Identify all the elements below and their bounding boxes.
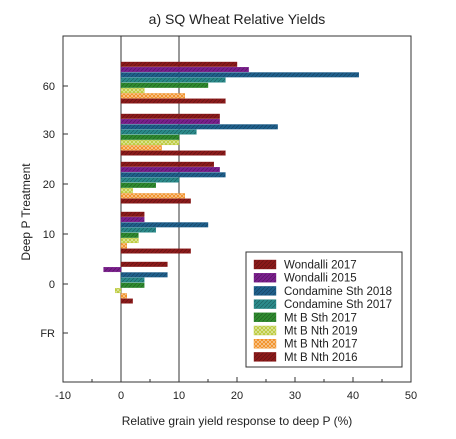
y-tick-label: 20: [43, 179, 55, 191]
bar-10-2: [120, 222, 209, 228]
bar-20-6: [120, 193, 185, 199]
bar-30-5: [120, 140, 180, 146]
bar-10-4: [120, 232, 139, 238]
x-axis-label: Relative grain yield response to deep P …: [122, 414, 353, 428]
bar-0-5: [114, 288, 122, 294]
bar-10-1: [120, 217, 145, 223]
legend-label: Mt B Nth 2017: [284, 339, 358, 351]
x-tick-label: 40: [347, 390, 359, 402]
bar-60-6: [120, 93, 185, 99]
bar-0-6: [120, 293, 127, 299]
legend-swatch: [253, 286, 277, 296]
bar-10-6: [120, 243, 127, 249]
x-tick-label: 10: [173, 390, 185, 402]
x-tick-label: 20: [231, 390, 243, 402]
bar-0-3: [120, 277, 145, 283]
bar-30-6: [120, 145, 162, 151]
legend-swatch: [253, 325, 277, 336]
bar-20-3: [120, 177, 180, 183]
bar-30-3: [120, 129, 197, 135]
x-tick-label: 30: [289, 390, 301, 402]
legend-label: Wondalli 2015: [284, 273, 357, 285]
y-tick-label: 30: [43, 129, 55, 141]
legend-swatch: [253, 339, 277, 349]
bar-20-4: [120, 182, 156, 188]
bar-60-1: [120, 67, 249, 73]
bar-60-2: [120, 72, 360, 78]
y-axis-label: Deep P Treatment: [19, 163, 33, 261]
bar-0-7: [120, 298, 133, 304]
y-tick-label: FR: [40, 328, 55, 340]
legend-swatch: [253, 352, 277, 362]
bar-0-4: [120, 282, 145, 288]
legend-label: Condamine Sth 2018: [284, 286, 392, 298]
legend-label: Condamine Sth 2017: [284, 299, 392, 311]
x-tick-label: 0: [118, 390, 124, 402]
bar-60-5: [120, 88, 145, 94]
legend-label: Mt B Nth 2019: [284, 326, 358, 338]
x-tick-label: 50: [405, 390, 417, 402]
legend-swatch: [253, 299, 277, 309]
bar-0-2: [120, 272, 168, 278]
bar-0-0: [120, 261, 168, 267]
bar-60-3: [120, 77, 226, 83]
y-tick-label: 60: [43, 81, 55, 93]
bar-30-4: [120, 134, 180, 140]
legend-label: Wondalli 2017: [284, 260, 357, 272]
legend-label: Mt B Sth 2017: [284, 312, 357, 324]
legend-swatch: [253, 273, 277, 283]
x-tick-label: -10: [55, 390, 71, 402]
bar-20-1: [120, 167, 220, 173]
plot-area: -10 0 10 20 30 40 50 60 30 20 10 0 FR: [40, 35, 417, 402]
legend-swatch: [253, 312, 277, 322]
bar-10-0: [120, 211, 145, 217]
bar-20-7: [120, 198, 191, 204]
bar-10-5: [120, 238, 139, 244]
bar-10-7: [120, 248, 191, 254]
bar-0-1: [103, 267, 122, 273]
chart-title: a) SQ Wheat Relative Yields: [149, 11, 326, 27]
y-tick-label: 10: [43, 229, 55, 241]
bar-30-2: [120, 124, 278, 130]
legend-swatch: [253, 259, 277, 270]
bar-30-1: [120, 119, 220, 125]
bar-60-4: [120, 82, 209, 88]
bar-20-2: [120, 172, 226, 178]
bar-10-3: [120, 227, 156, 233]
y-tick-label: 0: [49, 279, 55, 291]
bar-20-0: [120, 161, 215, 167]
bar-20-5: [120, 188, 133, 194]
bar-60-7: [120, 98, 226, 104]
bar-30-0: [120, 113, 220, 119]
legend-label: Mt B Nth 2016: [284, 352, 358, 364]
bar-60-0: [120, 61, 238, 67]
bar-30-7: [120, 150, 226, 156]
